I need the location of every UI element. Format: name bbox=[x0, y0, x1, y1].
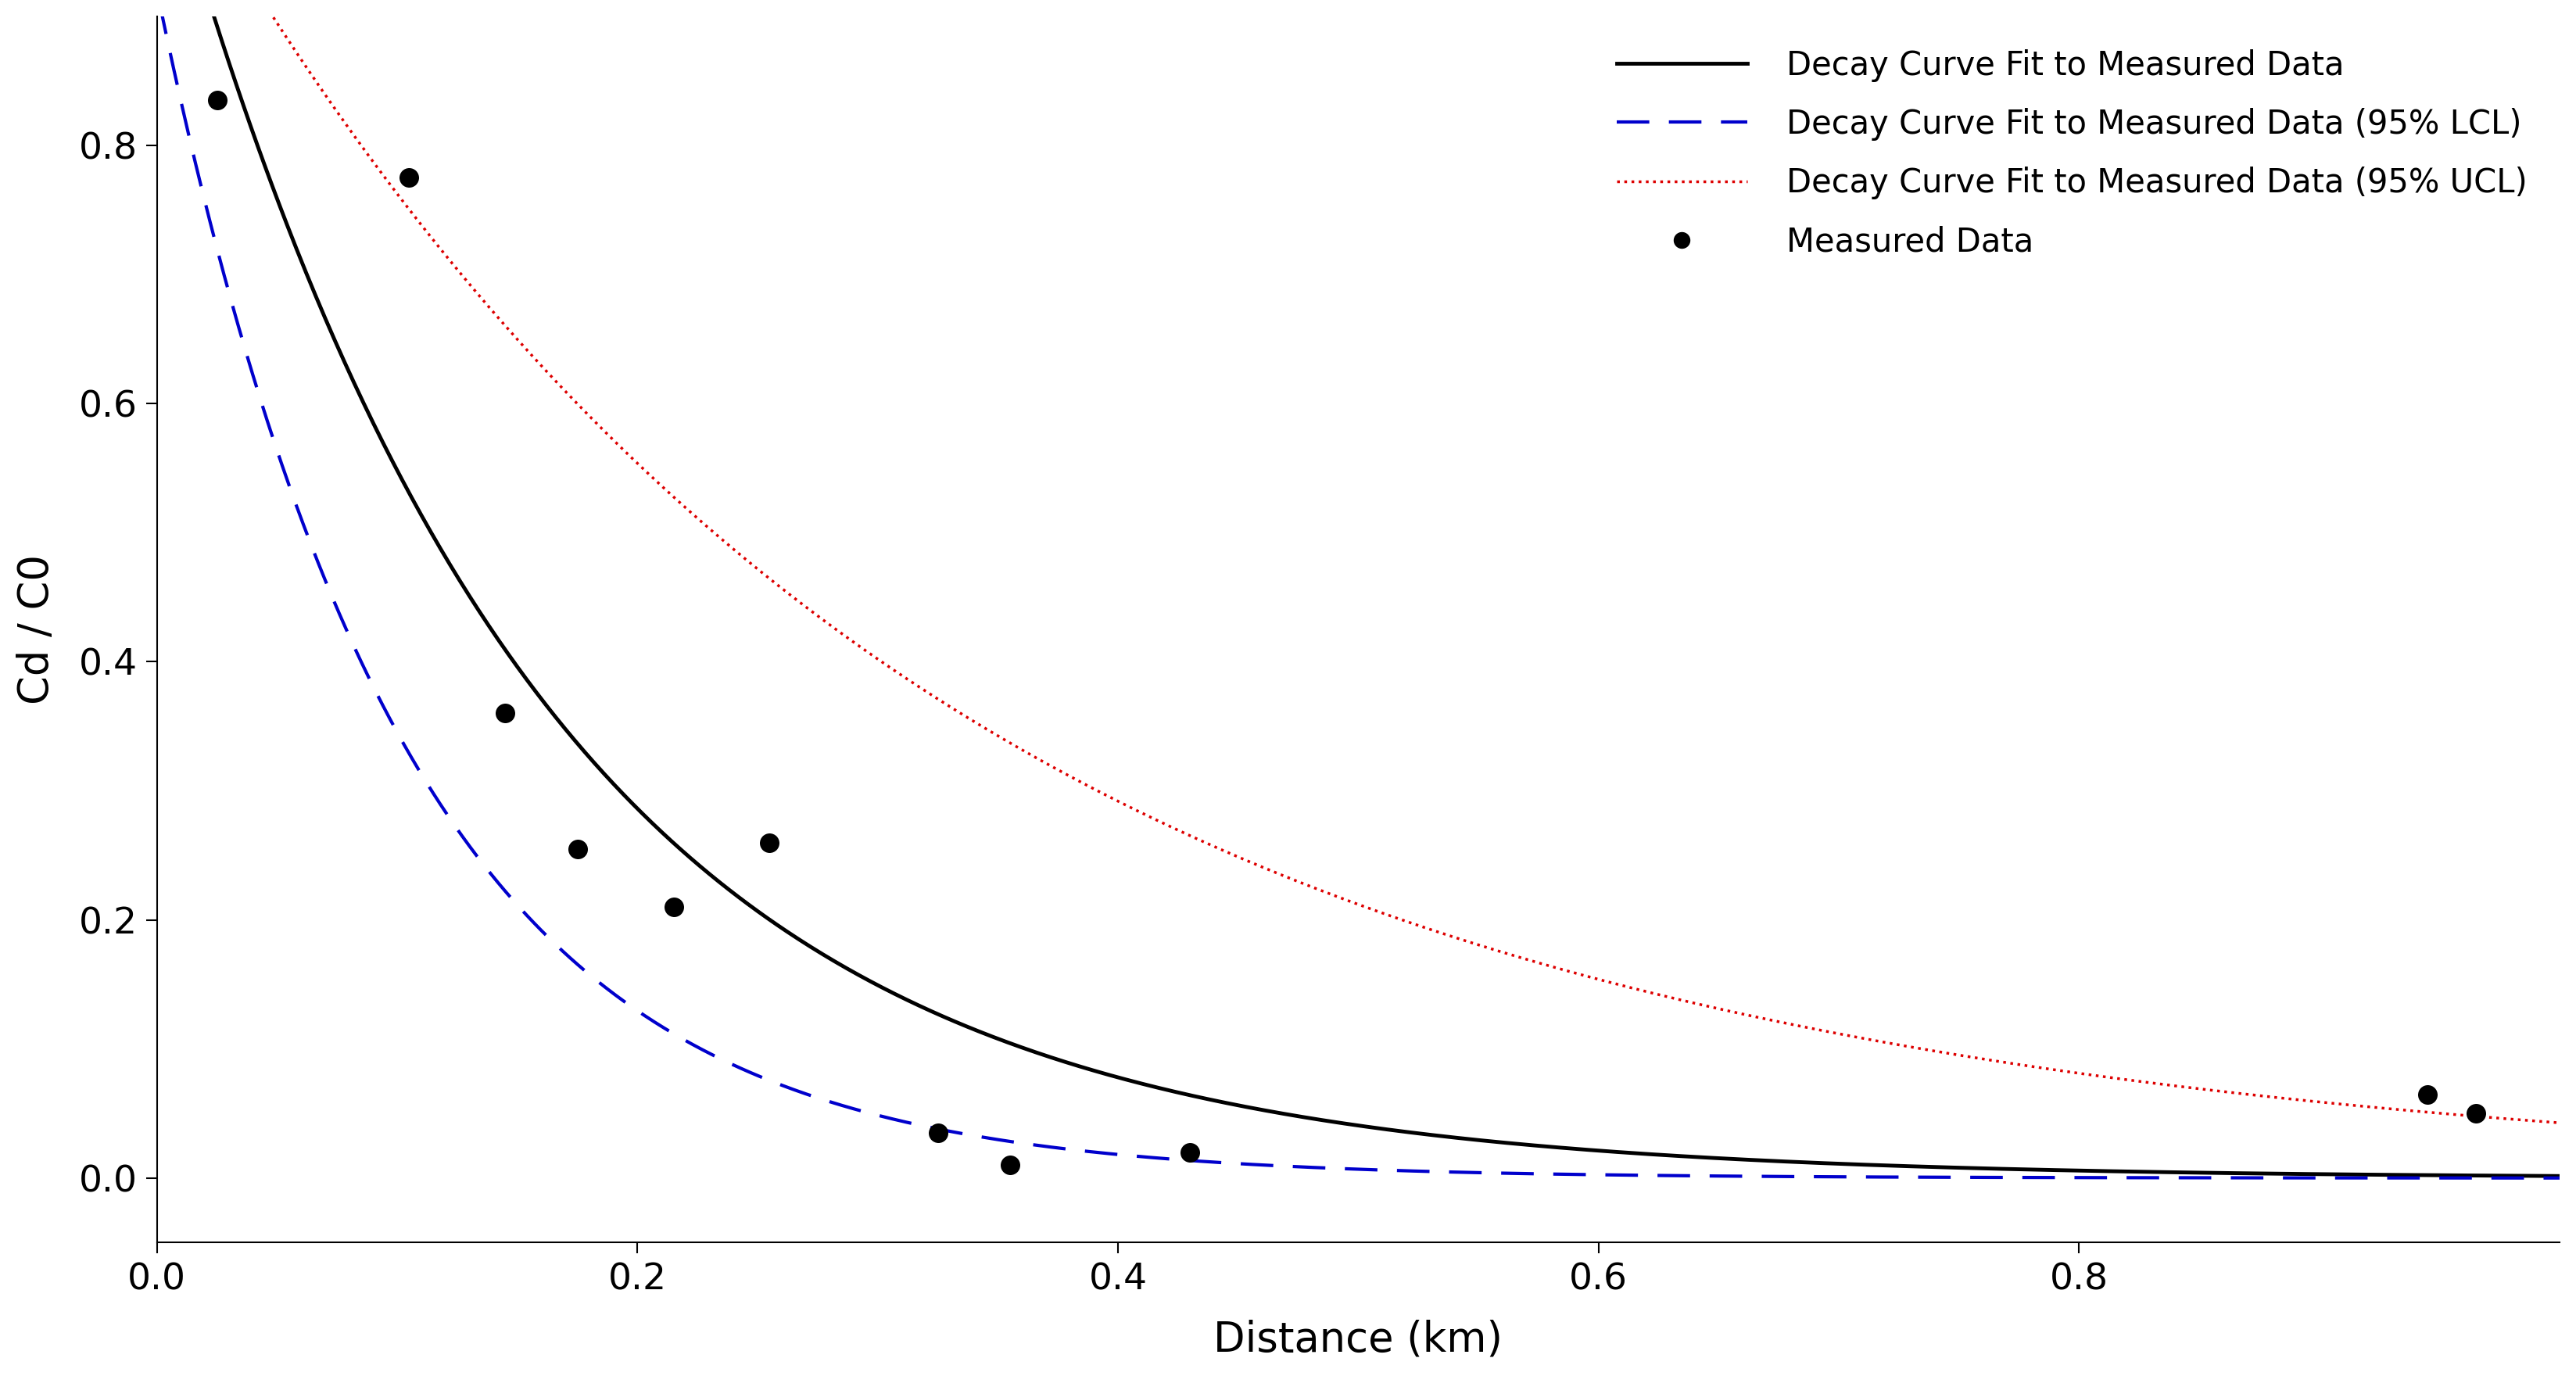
X-axis label: Distance (km): Distance (km) bbox=[1213, 1320, 1502, 1359]
Legend: Decay Curve Fit to Measured Data, Decay Curve Fit to Measured Data (95% LCL), De: Decay Curve Fit to Measured Data, Decay … bbox=[1600, 33, 2543, 275]
Point bbox=[2455, 1102, 2496, 1124]
Point bbox=[917, 1121, 958, 1143]
Point bbox=[196, 89, 237, 111]
Y-axis label: Cd / C0: Cd / C0 bbox=[15, 555, 57, 705]
Point bbox=[652, 896, 693, 918]
Point bbox=[2406, 1083, 2447, 1105]
Point bbox=[556, 838, 598, 860]
Point bbox=[389, 166, 430, 189]
Point bbox=[1170, 1141, 1211, 1163]
Point bbox=[989, 1154, 1030, 1176]
Point bbox=[484, 702, 526, 724]
Point bbox=[750, 831, 791, 853]
